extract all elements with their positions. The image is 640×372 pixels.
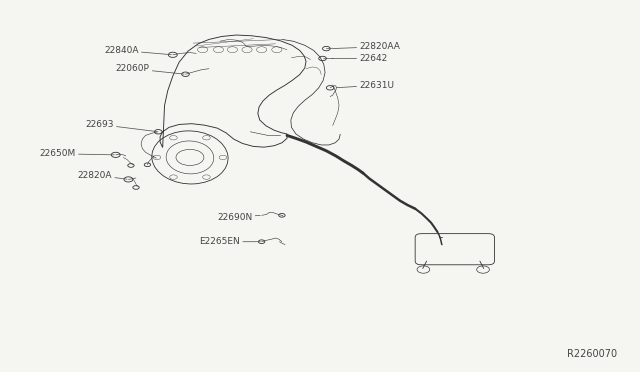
Text: 22650M: 22650M (40, 149, 115, 158)
Text: 22820AA: 22820AA (333, 42, 400, 51)
Text: R2260070: R2260070 (567, 349, 617, 359)
Text: 22690N: 22690N (217, 213, 260, 222)
Text: 22060P: 22060P (116, 64, 184, 74)
Text: E2265EN: E2265EN (200, 237, 260, 246)
Text: 22631U: 22631U (337, 81, 394, 90)
Text: 22840A: 22840A (104, 46, 172, 55)
Text: 22820A: 22820A (77, 170, 127, 180)
Text: 22693: 22693 (85, 120, 157, 132)
Text: 22642: 22642 (332, 54, 388, 63)
